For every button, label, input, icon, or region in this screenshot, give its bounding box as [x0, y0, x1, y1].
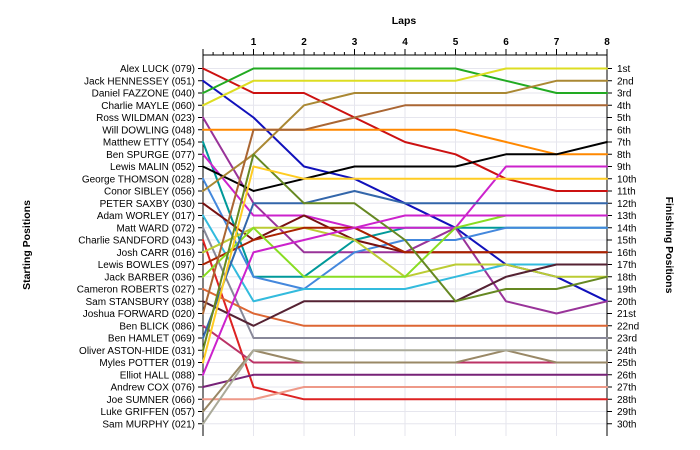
- start-position-label: Luke GRIFFEN (057): [101, 407, 195, 418]
- finish-position-label: 1st: [617, 64, 631, 75]
- start-position-label: PETER SAXBY (030): [100, 199, 195, 210]
- x-tick-label: 5: [453, 37, 459, 48]
- x-tick-label: 1: [251, 37, 257, 48]
- x-tick-label: 2: [301, 37, 307, 48]
- finish-position-label: 9th: [617, 162, 631, 173]
- finish-position-label: 21st: [617, 309, 636, 320]
- start-position-label: Jack HENNESSEY (051): [84, 76, 195, 87]
- series-line: [202, 165, 608, 364]
- finish-position-label: 13th: [617, 211, 636, 222]
- series-line: [202, 214, 608, 376]
- series-line: [202, 79, 608, 192]
- start-position-label: Joshua FORWARD (020): [83, 309, 195, 320]
- start-position-label: Alex LUCK (079): [120, 64, 195, 75]
- start-position-label: Adam WORLEY (017): [97, 211, 195, 222]
- start-position-label: Charlie SANDFORD (043): [78, 236, 195, 247]
- x-tick-label: 6: [503, 37, 509, 48]
- start-position-label: George THOMSON (028): [82, 174, 195, 185]
- finish-position-label: 20th: [617, 297, 636, 308]
- y-axis-label-left: Starting Positions: [21, 200, 33, 290]
- start-position-label: Lewis BOWLES (097): [98, 260, 195, 271]
- y-axis-label-right: Finishing Positions: [663, 197, 675, 294]
- finish-position-label: 6th: [617, 125, 631, 136]
- x-tick-label: 8: [604, 37, 610, 48]
- finish-position-label: 14th: [617, 223, 636, 234]
- finish-position-label: 5th: [617, 113, 631, 124]
- finish-position-label: 18th: [617, 272, 636, 283]
- start-position-label: Elliot HALL (088): [120, 370, 195, 381]
- start-position-label: Ross WILDMAN (023): [96, 113, 195, 124]
- series-line: [202, 226, 608, 266]
- finish-position-label: 12th: [617, 199, 636, 210]
- axis-labels: 1 2 3 4 5 6 7 8 Alex LUCK (079)Jack HENNESSEY (0…: [77, 37, 639, 430]
- start-position-label: Myles POTTER (019): [99, 358, 195, 369]
- series-line: [202, 67, 608, 192]
- finish-position-label: 2nd: [617, 76, 634, 87]
- series-line: [202, 349, 608, 413]
- finish-position-label: 8th: [617, 150, 631, 161]
- x-tick-label: 7: [554, 37, 560, 48]
- finish-position-label: 19th: [617, 285, 636, 296]
- chart-title: Laps: [392, 15, 417, 27]
- x-tick-label: 3: [352, 37, 358, 48]
- start-position-label: Jack BARBER (036): [104, 272, 195, 283]
- series-line: [202, 386, 608, 401]
- finish-position-label: 22nd: [617, 321, 639, 332]
- series-line: [202, 67, 608, 94]
- start-position-label: Joe SUMNER (066): [107, 395, 195, 406]
- series-line: [202, 190, 608, 339]
- series-line: [202, 349, 608, 425]
- finish-position-label: 10th: [617, 174, 636, 185]
- start-position-label: Lewis MALIN (052): [110, 162, 195, 173]
- start-position-label: Sam MURPHY (021): [102, 419, 195, 430]
- grid: [203, 56, 608, 436]
- finish-position-label: 16th: [617, 248, 636, 259]
- series-line: [202, 214, 608, 303]
- finish-position-label: 17th: [617, 260, 636, 271]
- series-line: [202, 104, 608, 315]
- finish-position-label: 30th: [617, 419, 636, 430]
- series-line: [202, 373, 608, 388]
- finish-position-label: 28th: [617, 395, 636, 406]
- x-tick-label: 4: [402, 37, 408, 48]
- series-line: [202, 141, 608, 192]
- finish-position-label: 4th: [617, 101, 631, 112]
- series-line: [202, 67, 608, 107]
- series-line: [202, 239, 608, 401]
- finish-position-label: 15th: [617, 236, 636, 247]
- start-position-label: Matthew ETTY (054): [103, 138, 195, 149]
- finish-position-label: 26th: [617, 370, 636, 381]
- finish-position-label: 23rd: [617, 334, 637, 345]
- start-position-label: Cameron ROBERTS (027): [77, 285, 195, 296]
- start-position-label: Ben HAMLET (069): [108, 334, 195, 345]
- series-line: [202, 263, 608, 327]
- finish-position-label: 27th: [617, 383, 636, 394]
- start-position-label: Will DOWLING (048): [102, 125, 195, 136]
- start-position-label: Sam STANSBURY (038): [86, 297, 195, 308]
- start-position-label: Oliver ASTON-HIDE (031): [79, 346, 195, 357]
- start-position-label: Ben BLICK (086): [119, 321, 195, 332]
- start-position-label: Ben SPURGE (077): [106, 150, 195, 161]
- start-position-label: Charlie MAYLE (060): [101, 101, 195, 112]
- start-position-label: Daniel FAZZONE (040): [92, 89, 195, 100]
- start-position-label: Josh CARR (016): [117, 248, 195, 259]
- finish-position-label: 11th: [617, 187, 636, 198]
- series-line: [202, 153, 608, 229]
- finish-position-label: 7th: [617, 138, 631, 149]
- series-lines: [202, 67, 608, 425]
- finish-position-label: 25th: [617, 358, 636, 369]
- start-position-label: Conor SIBLEY (056): [104, 187, 195, 198]
- start-position-label: Matt WARD (072): [116, 223, 195, 234]
- finish-position-label: 24th: [617, 346, 636, 357]
- start-position-label: Andrew COX (076): [111, 383, 195, 394]
- finish-position-label: 29th: [617, 407, 636, 418]
- finish-position-label: 3rd: [617, 89, 631, 100]
- series-line: [202, 226, 608, 339]
